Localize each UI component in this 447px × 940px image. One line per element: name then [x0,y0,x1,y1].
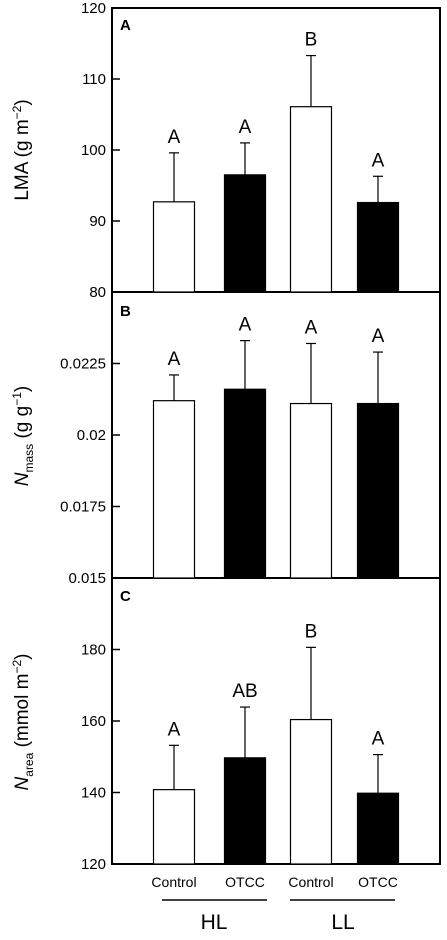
panel-c-ylabel-sup: −2 [10,660,24,674]
panel-c-significance-letter: AB [232,681,257,702]
panel-a-significance-letter: A [239,117,252,138]
panel-b-ylabel-end: ) [12,386,33,392]
panel-b-tick-label: 0.02 [77,427,106,444]
panel-c-bar [356,792,400,865]
panel-c-bar [289,718,333,865]
x-category-label: OTCC [358,874,398,890]
panel-c-ylabel-main: N [12,776,33,790]
panel-c-bar [152,789,196,865]
panel-b-letter: B [120,303,131,320]
panel-a-tick-label: 100 [81,142,106,159]
panel-b-tick-label: 0.015 [68,570,106,587]
group-ll-label: LL [331,911,354,934]
group-hl-label: HL [201,911,228,934]
panel-a-significance-letter: A [372,150,385,171]
panel-c-significance-letter: B [305,621,318,642]
panel-c-significance-letter: A [372,729,385,750]
panel-a-significance-letter: A [168,127,181,148]
panel-b-ylabel: Nmass (g g−1) [10,386,36,486]
panel-b-ylabel-sub: mass [22,444,36,473]
x-category-label: OTCC [225,874,265,890]
panel-a-ylabel: LMA (g m−2) [10,99,33,200]
panel-c-tick-label: 160 [81,713,106,730]
panel-b-tick-label: 0.0175 [60,499,106,516]
panel-b-tick-label: 0.0225 [60,356,106,373]
panel-c-ylabel-rest: (mmol m [12,674,33,753]
panel-a-bar [223,174,267,293]
panel-a-tick-label: 80 [89,284,106,301]
panel-c-ylabel-sub: area [22,752,36,776]
panel-c-tick-label: 120 [81,856,106,873]
panel-a-bar [152,201,196,293]
panel-a-tick-label: 110 [82,71,106,88]
panel-b-bar [223,388,267,579]
panel-c-bar [223,757,267,865]
panel-b-bar [152,400,196,579]
panel-a-ylabel-main: LMA (g m [12,119,33,200]
panel-a-letter: A [120,17,131,34]
panel-b-bar [289,402,333,579]
x-category-label: Control [151,874,196,890]
panel-b-significance-letter: A [239,315,252,336]
panel-b-significance-letter: A [305,317,318,338]
panel-b-ylabel-rest: (g g [12,406,33,444]
panel-a-tick-label: 90 [89,213,106,230]
panel-a-bar [356,201,400,293]
panel-a-ylabel-sup: −2 [10,105,24,119]
panel-a-significance-letter: B [305,30,318,51]
panel-c-ylabel: Narea (mmol m−2) [10,654,36,791]
panel-b-bar [356,402,400,579]
panel-b-significance-letter: A [168,349,181,370]
panel-a-ylabel-end: ) [12,99,33,105]
panel-c-significance-letter: A [168,719,181,740]
panel-b-ylabel-main: N [12,472,33,486]
panel-c-ylabel-end: ) [12,654,33,660]
panel-a-tick-label: 120 [81,0,106,17]
panel-b-significance-letter: A [372,326,385,347]
panel-c-tick-label: 140 [81,785,106,802]
panel-c-tick-label: 180 [81,642,106,659]
panel-b-ylabel-sup: −1 [10,392,24,406]
panel-c-letter: C [120,588,131,605]
x-category-label: Control [288,874,333,890]
panel-a-bar [289,106,333,293]
